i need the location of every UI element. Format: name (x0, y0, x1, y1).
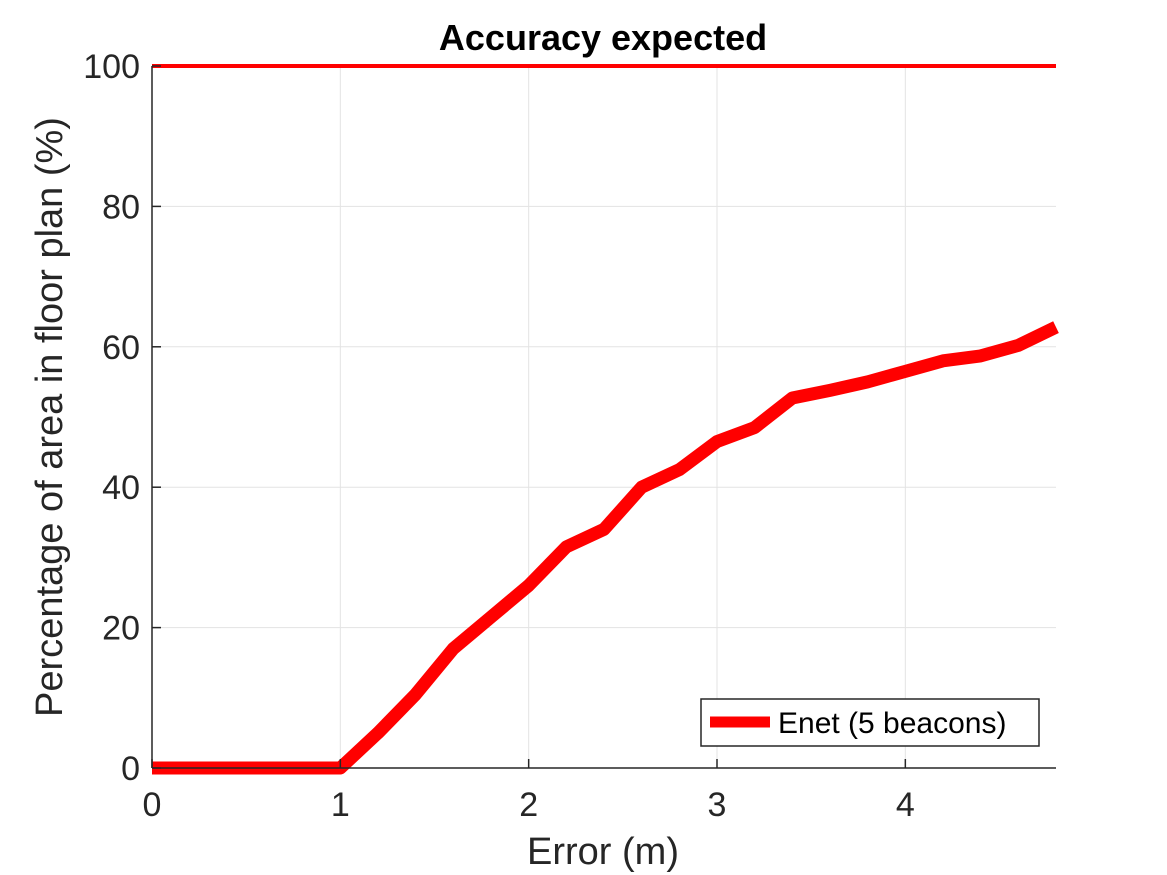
data-point (378, 732, 379, 733)
data-point (528, 585, 529, 586)
y-axis-ticks: 0 20 40 60 80 100 (83, 48, 161, 788)
y-tick-label: 40 (102, 469, 140, 507)
data-point (943, 360, 944, 361)
x-tick-label: 3 (708, 786, 727, 824)
x-tick-label: 2 (519, 786, 538, 824)
data-point (566, 546, 567, 547)
data-point (1056, 327, 1057, 328)
chart-title: Accuracy expected (439, 17, 767, 58)
x-tick-label: 0 (143, 786, 162, 824)
data-point (641, 487, 642, 488)
data-point (1018, 345, 1019, 346)
data-point (415, 694, 416, 695)
y-tick-label: 0 (121, 750, 140, 788)
y-tick-label: 80 (102, 188, 140, 226)
data-point (830, 390, 831, 391)
x-tick-label: 4 (896, 786, 915, 824)
data-point (980, 355, 981, 356)
plot-frame (151, 66, 1056, 769)
y-tick-label: 20 (102, 610, 140, 648)
grid (151, 65, 1056, 769)
y-tick-label: 100 (83, 48, 140, 86)
data-point (905, 371, 906, 372)
x-tick-label: 1 (331, 786, 350, 824)
data-point (792, 398, 793, 399)
x-axis-label: Error (m) (527, 831, 679, 873)
data-point (754, 427, 755, 428)
y-axis-label: Percentage of area in floor plan (%) (29, 117, 71, 717)
data-point (717, 441, 718, 442)
data-point (867, 381, 868, 382)
data-point (453, 648, 454, 649)
legend-entry-label: Enet (5 beacons) (778, 707, 1006, 740)
data-point (491, 617, 492, 618)
x-axis-ticks: 0 1 2 3 4 (143, 759, 915, 824)
y-tick-label: 60 (102, 329, 140, 367)
data-point (679, 469, 680, 470)
data-point (604, 529, 605, 530)
legend: Enet (5 beacons) (700, 698, 1040, 747)
